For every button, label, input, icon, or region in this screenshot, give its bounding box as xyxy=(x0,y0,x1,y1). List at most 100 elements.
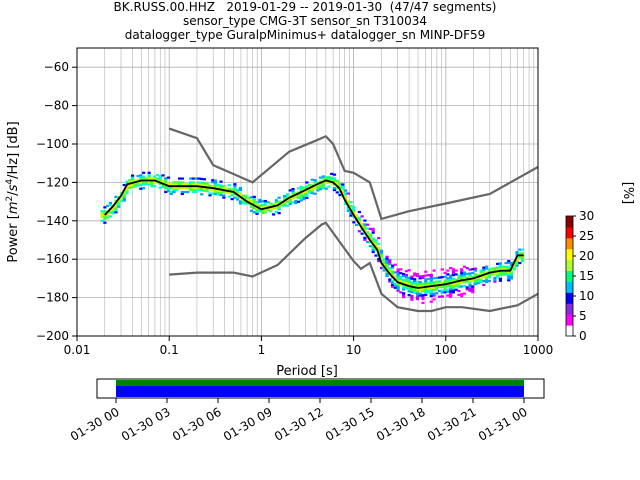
y-tick-label: −120 xyxy=(36,175,69,189)
psd-cell xyxy=(468,276,472,279)
psd-cell xyxy=(114,207,118,210)
psd-cell xyxy=(144,177,148,180)
psd-cell xyxy=(125,188,129,191)
psd-cell xyxy=(460,271,464,275)
psd-cell xyxy=(302,192,306,195)
psd-cell xyxy=(296,191,301,194)
psd-cell xyxy=(225,191,229,194)
psd-cell xyxy=(285,195,290,198)
psd-cell xyxy=(363,229,367,232)
psd-cell xyxy=(407,269,411,272)
psd-cell xyxy=(485,271,489,274)
psd-cell xyxy=(319,186,323,189)
psd-cell xyxy=(379,257,384,260)
psd-cell xyxy=(125,186,129,189)
psd-cell xyxy=(449,295,453,298)
psd-cell xyxy=(407,276,411,279)
psd-cell xyxy=(399,279,403,282)
psd-cell xyxy=(216,193,220,196)
psd-cell xyxy=(473,279,478,282)
psd-cell xyxy=(473,267,478,270)
psd-cell xyxy=(202,189,207,192)
colorbar-tick-label: 10 xyxy=(579,289,594,303)
psd-cell xyxy=(111,206,115,209)
psd-cell xyxy=(479,279,483,282)
psd-cell xyxy=(194,188,198,192)
psd-cell xyxy=(507,261,511,265)
psd-cell xyxy=(211,192,215,195)
psd-cell xyxy=(330,178,334,181)
psd-cell xyxy=(313,181,317,184)
psd-cell xyxy=(473,275,478,278)
psd-cell xyxy=(404,273,408,277)
psd-cell xyxy=(520,252,525,255)
psd-cell xyxy=(313,186,317,190)
psd-cell xyxy=(136,184,140,187)
psd-cell xyxy=(327,185,331,188)
psd-cell xyxy=(429,289,433,292)
psd-cell xyxy=(468,268,472,271)
psd-cell xyxy=(274,203,278,206)
psd-cell xyxy=(222,190,226,193)
psd-cell xyxy=(399,291,403,294)
psd-cell xyxy=(396,268,400,271)
psd-cell xyxy=(219,186,223,189)
psd-cell xyxy=(100,219,104,222)
y-tick-label: −100 xyxy=(36,137,69,151)
psd-cell xyxy=(180,187,184,190)
psd-cell xyxy=(476,280,480,283)
psd-cell xyxy=(277,200,281,203)
psd-cell xyxy=(435,288,439,291)
psd-cell xyxy=(471,289,475,292)
psd-cell xyxy=(194,183,198,186)
psd-cell xyxy=(413,280,417,283)
psd-cell xyxy=(487,274,491,277)
psd-cell xyxy=(332,181,337,184)
psd-cell xyxy=(252,199,256,202)
psd-cell xyxy=(211,188,215,191)
psd-cell xyxy=(258,200,262,203)
psd-cell xyxy=(432,298,436,301)
psd-cell xyxy=(133,185,137,188)
psd-cell xyxy=(147,183,151,186)
psd-cell xyxy=(299,193,303,196)
psd-cell xyxy=(407,286,411,289)
psd-cell xyxy=(382,263,386,266)
psd-cell xyxy=(432,292,436,295)
psd-cell xyxy=(374,239,378,242)
psd-cell xyxy=(269,204,273,207)
psd-cell xyxy=(465,280,469,283)
psd-cell xyxy=(379,266,384,270)
psd-cell xyxy=(164,177,168,180)
psd-cell xyxy=(103,212,107,215)
psd-cell xyxy=(415,290,420,293)
psd-cell xyxy=(341,189,345,192)
psd-cell xyxy=(399,272,403,275)
psd-cell xyxy=(468,274,472,277)
psd-cell xyxy=(379,259,384,262)
psd-cell xyxy=(404,285,408,288)
psd-cell xyxy=(249,205,254,209)
psd-cell xyxy=(415,292,420,295)
psd-cell xyxy=(446,290,450,293)
psd-cell xyxy=(460,293,464,296)
psd-cell xyxy=(382,257,386,261)
psd-cell xyxy=(451,289,456,292)
psd-cell xyxy=(454,288,458,291)
psd-cell xyxy=(432,294,436,297)
psd-cell xyxy=(205,188,209,191)
colorbar-swatch xyxy=(566,303,573,315)
psd-cell xyxy=(117,205,121,208)
psd-cell xyxy=(247,202,251,205)
psd-cell xyxy=(462,265,467,268)
psd-cell xyxy=(468,280,472,283)
psd-cell xyxy=(296,187,301,190)
psd-cell xyxy=(385,259,389,262)
psd-cell xyxy=(462,284,467,288)
psd-cell xyxy=(507,260,511,263)
psd-cell xyxy=(410,296,414,299)
psd-cell xyxy=(404,275,408,279)
psd-cell xyxy=(413,287,417,290)
psd-cell xyxy=(465,272,469,276)
psd-cell xyxy=(166,176,171,179)
